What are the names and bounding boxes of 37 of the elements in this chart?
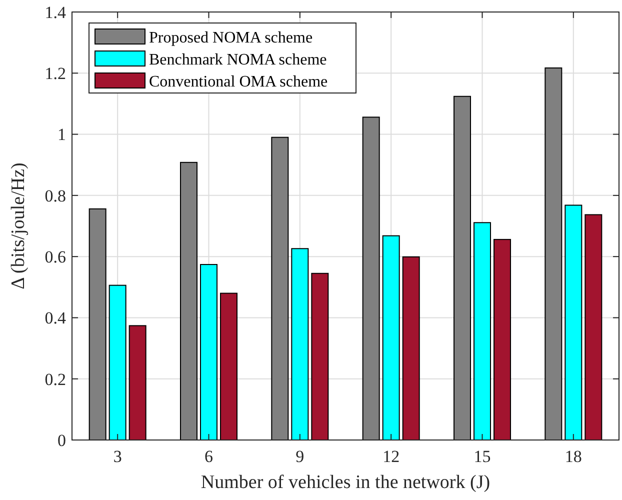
legend-label: Conventional OMA scheme <box>149 74 328 91</box>
y-tick-label: 1.2 <box>44 64 66 84</box>
bar <box>271 136 289 440</box>
bar <box>362 116 380 440</box>
bar <box>454 96 471 440</box>
bar <box>584 214 602 440</box>
x-tick-label: 3 <box>113 447 122 466</box>
x-tick-label: 15 <box>474 447 491 466</box>
x-tick-label: 6 <box>204 447 213 466</box>
y-tick-label: 1 <box>58 125 66 144</box>
y-tick-label: 0.6 <box>44 248 66 267</box>
y-tick-label: 0 <box>58 430 66 450</box>
bar <box>291 248 309 440</box>
bar <box>180 162 198 440</box>
legend-label: Benchmark NOMA scheme <box>149 52 327 69</box>
legend-label: Proposed NOMA scheme <box>149 30 313 47</box>
bar <box>494 238 511 440</box>
x-tick-label: 9 <box>296 447 304 466</box>
x-tick-label: 12 <box>382 447 400 466</box>
bar <box>402 256 420 440</box>
y-tick-label: 0.4 <box>44 308 66 328</box>
bar <box>200 264 218 440</box>
y-tick-label: 0.8 <box>44 186 66 206</box>
bar <box>220 292 238 440</box>
bar <box>128 325 146 440</box>
y-tick-label: 0.2 <box>44 370 66 389</box>
bar <box>108 284 126 440</box>
bar <box>382 235 400 440</box>
bar <box>88 208 106 440</box>
bar <box>311 272 329 440</box>
x-axis-title: Number of vehicles in the network (J) <box>200 472 490 493</box>
bar <box>564 204 582 440</box>
x-tick-label: 18 <box>564 447 582 466</box>
y-tick-label: 1.4 <box>44 2 66 22</box>
y-axis-title: Δ (bits/joule/Hz) <box>8 162 29 290</box>
bar <box>544 67 562 440</box>
bar <box>474 222 491 440</box>
